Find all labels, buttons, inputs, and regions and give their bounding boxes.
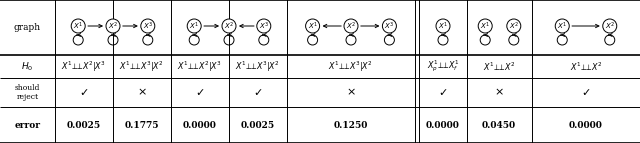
Text: $\times$: $\times$: [346, 87, 356, 98]
Text: $X^1 \!\perp\!\!\!\perp\! X^3|X^2$: $X^1 \!\perp\!\!\!\perp\! X^3|X^2$: [328, 59, 374, 74]
Circle shape: [436, 19, 450, 33]
Circle shape: [187, 19, 201, 33]
Text: 0.0000: 0.0000: [426, 121, 460, 130]
Text: $X^2$: $X^2$: [509, 20, 519, 32]
Text: $X^1$: $X^1$: [189, 20, 199, 32]
Text: $X_p^1 \!\perp\!\!\!\perp\! X_f^1$: $X_p^1 \!\perp\!\!\!\perp\! X_f^1$: [427, 59, 459, 74]
Text: $X^2$: $X^2$: [224, 20, 234, 32]
Circle shape: [383, 19, 396, 33]
Text: $\times$: $\times$: [494, 87, 504, 98]
Text: 0.1250: 0.1250: [334, 121, 368, 130]
Text: $\checkmark$: $\checkmark$: [253, 88, 262, 98]
Text: $X^2$: $X^2$: [108, 20, 118, 32]
Text: $\checkmark$: $\checkmark$: [581, 88, 591, 98]
Text: $\checkmark$: $\checkmark$: [195, 88, 205, 98]
Circle shape: [257, 19, 271, 33]
Circle shape: [71, 19, 85, 33]
Text: $H_0$: $H_0$: [21, 60, 34, 73]
Circle shape: [603, 19, 617, 33]
Text: $\times$: $\times$: [137, 87, 147, 98]
Text: graph: graph: [14, 23, 41, 32]
Circle shape: [344, 19, 358, 33]
Text: 0.0000: 0.0000: [569, 121, 603, 130]
Text: $X^3$: $X^3$: [143, 20, 153, 32]
Circle shape: [306, 19, 319, 33]
Text: $X^1 \!\perp\!\!\!\perp\! X^2|X^3$: $X^1 \!\perp\!\!\!\perp\! X^2|X^3$: [177, 59, 223, 74]
Text: $X^3$: $X^3$: [259, 20, 269, 32]
Text: $X^1$: $X^1$: [557, 20, 567, 32]
Text: $\checkmark$: $\checkmark$: [79, 88, 89, 98]
Text: $X^1$: $X^1$: [438, 20, 448, 32]
Circle shape: [478, 19, 492, 33]
Circle shape: [222, 19, 236, 33]
Text: 0.0025: 0.0025: [67, 121, 101, 130]
Text: 0.1775: 0.1775: [125, 121, 159, 130]
Text: $X^1 \!\perp\!\!\!\perp\! X^2|X^3$: $X^1 \!\perp\!\!\!\perp\! X^2|X^3$: [61, 59, 107, 74]
Text: $X^2$: $X^2$: [346, 20, 356, 32]
Text: 0.0000: 0.0000: [183, 121, 217, 130]
Circle shape: [556, 19, 569, 33]
Text: 0.0025: 0.0025: [241, 121, 275, 130]
Text: $X^1 \!\perp\!\!\!\perp\! X^3|X^2$: $X^1 \!\perp\!\!\!\perp\! X^3|X^2$: [120, 59, 164, 74]
Text: error: error: [15, 121, 40, 130]
Text: $X^2$: $X^2$: [605, 20, 615, 32]
Text: $\checkmark$: $\checkmark$: [438, 88, 448, 98]
Text: $X^1 \!\perp\!\!\!\perp\! X^2$: $X^1 \!\perp\!\!\!\perp\! X^2$: [483, 60, 515, 73]
Text: should
reject: should reject: [15, 84, 40, 101]
Text: $X^1 \!\perp\!\!\!\perp\! X^2$: $X^1 \!\perp\!\!\!\perp\! X^2$: [570, 60, 602, 73]
Circle shape: [141, 19, 155, 33]
Circle shape: [507, 19, 521, 33]
Text: $X^1 \!\perp\!\!\!\perp\! X^3|X^2$: $X^1 \!\perp\!\!\!\perp\! X^3|X^2$: [236, 59, 280, 74]
Text: $X^1$: $X^1$: [307, 20, 317, 32]
Text: $X^3$: $X^3$: [384, 20, 394, 32]
Text: 0.0450: 0.0450: [482, 121, 516, 130]
Circle shape: [106, 19, 120, 33]
Text: $X^1$: $X^1$: [480, 20, 490, 32]
Text: $X^1$: $X^1$: [73, 20, 83, 32]
